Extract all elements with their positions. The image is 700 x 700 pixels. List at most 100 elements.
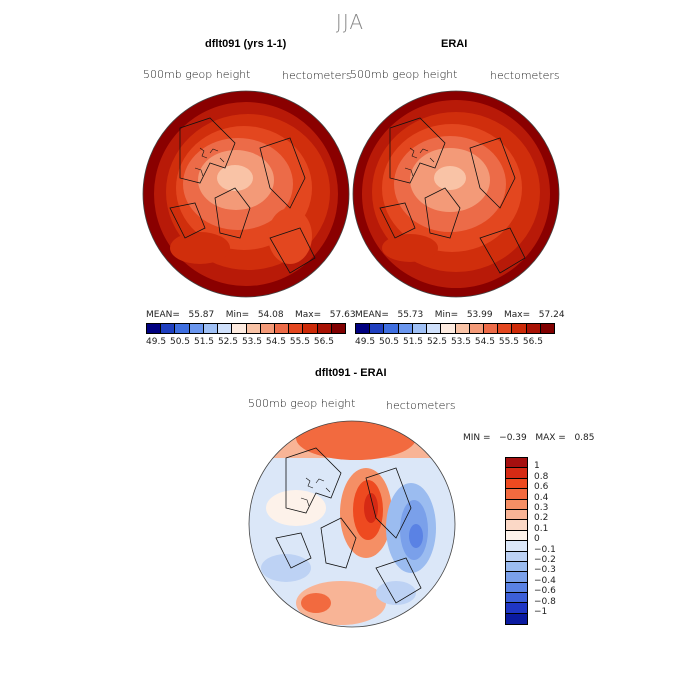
colorbar-tick-label: −0.6 [534, 586, 556, 597]
colorbar-tick-label: 0.6 [534, 482, 549, 493]
season-title: JJA [335, 10, 365, 34]
model-mean-value: 55.87 [188, 310, 215, 320]
colorbar-tick-label: 0.4 [534, 492, 549, 503]
colorbar-tick-label: 49.5 [355, 337, 376, 347]
obs-units-label: hectometers [490, 69, 560, 82]
colorbar-tick-label: −0.3 [534, 565, 556, 576]
colorbar-swatch [441, 324, 456, 333]
colorbar-swatch [303, 324, 318, 333]
model-variable-label: 500mb geop height [143, 68, 251, 81]
colorbar-swatch [506, 551, 527, 562]
model-panel-title: dflt091 (yrs 1-1) [205, 38, 287, 50]
colorbar-tick-label: 0.3 [534, 503, 549, 513]
colorbar-tick-label: 52.5 [217, 337, 238, 347]
colorbar-swatch [506, 582, 527, 594]
colorbar-swatch [331, 324, 346, 333]
colorbar-tick-label: 54.5 [265, 337, 286, 347]
colorbar-tick-label: −0.1 [534, 544, 556, 555]
colorbar-swatch [512, 324, 527, 333]
obs-max-label: Max= [504, 310, 531, 320]
colorbar-tick-label: 53.5 [241, 337, 262, 347]
obs-mean-label: MEAN= [355, 310, 389, 320]
colorbar-swatch [540, 324, 555, 333]
colorbar-tick-label: 56.5 [313, 337, 334, 347]
colorbar-swatch [356, 324, 371, 333]
colorbar-swatch [427, 324, 442, 333]
obs-stats: MEAN= 55.73 Min= 53.99 Max= 57.24 [355, 310, 565, 320]
colorbar-swatch [498, 324, 513, 333]
obs-colorbar-ticks: 49.5 50.5 51.5 52.5 53.5 54.5 55.5 56.5 [355, 337, 543, 347]
obs-min-label: Min= [434, 310, 459, 320]
colorbar-swatch [526, 324, 541, 333]
colorbar-swatch [175, 324, 190, 333]
colorbar-swatch [274, 324, 290, 333]
colorbar-swatch [370, 324, 385, 333]
diff-max-value: 0.85 [574, 433, 595, 443]
colorbar-swatch [506, 613, 527, 625]
colorbar-tick-label: 55.5 [289, 337, 310, 347]
colorbar-swatch [203, 324, 219, 333]
colorbar-tick-label: 0.8 [534, 471, 549, 482]
model-min-label: Min= [225, 310, 250, 320]
colorbar-tick-label: 0.1 [534, 523, 549, 534]
colorbar-swatch [398, 324, 413, 333]
colorbar-swatch [506, 458, 527, 469]
model-colorbar [146, 323, 346, 334]
colorbar-tick-label: 50.5 [169, 337, 191, 347]
colorbar-tick-label: 0 [534, 534, 540, 545]
diff-variable-label: 500mb geop height [248, 397, 356, 410]
model-units-label: hectometers [282, 69, 352, 82]
obs-colorbar [355, 323, 555, 334]
model-colorbar-ticks: 49.5 50.5 51.5 52.5 53.5 54.5 55.5 56.5 [146, 337, 334, 347]
diff-min-value: −0.39 [499, 433, 527, 443]
model-stats: MEAN= 55.87 Min= 54.08 Max= 57.63 [146, 310, 356, 320]
colorbar-swatch [506, 593, 527, 604]
colorbar-swatch [506, 520, 527, 531]
model-min-value: 54.08 [257, 310, 284, 320]
colorbar-swatch [506, 499, 527, 510]
model-max-value: 57.63 [329, 310, 356, 320]
colorbar-swatch [506, 478, 527, 490]
colorbar-swatch [455, 324, 470, 333]
colorbar-tick-label: −0.8 [534, 596, 556, 607]
colorbar-swatch [506, 489, 527, 500]
diff-stats: MIN = −0.39 MAX = 0.85 [463, 433, 594, 443]
colorbar-swatch [246, 324, 261, 333]
colorbar-swatch [260, 324, 275, 333]
diff-colorbar [505, 457, 528, 626]
colorbar-tick-label: 0.2 [534, 513, 549, 524]
model-max-label: Max= [295, 310, 322, 320]
diff-units-label: hectometers [386, 399, 456, 412]
colorbar-swatch [506, 603, 527, 614]
diff-min-label: MIN = [463, 433, 491, 443]
model-polar-map [142, 90, 350, 298]
colorbar-swatch [506, 530, 527, 542]
colorbar-swatch [289, 324, 304, 333]
colorbar-tick-label: 1 [534, 461, 540, 472]
colorbar-swatch [218, 324, 233, 333]
colorbar-tick-label: 54.5 [474, 337, 495, 347]
obs-variable-label: 500mb geop height [350, 68, 458, 81]
colorbar-tick-label: 49.5 [146, 337, 167, 347]
obs-min-value: 53.99 [466, 310, 493, 320]
colorbar-swatch [232, 324, 247, 333]
colorbar-swatch [161, 324, 176, 333]
colorbar-tick-label: 51.5 [402, 337, 424, 347]
obs-panel-title: ERAI [441, 38, 468, 50]
colorbar-swatch [469, 324, 484, 333]
colorbar-swatch [506, 541, 527, 552]
colorbar-swatch [506, 572, 527, 583]
obs-polar-map [352, 90, 560, 298]
diff-polar-map [248, 420, 456, 628]
colorbar-tick-label: 50.5 [378, 337, 400, 347]
diff-panel-title: dflt091 - ERAI [315, 367, 387, 379]
diff-max-label: MAX = [535, 433, 566, 443]
colorbar-tick-label: 53.5 [450, 337, 471, 347]
colorbar-swatch [506, 468, 527, 479]
colorbar-tick-label: 51.5 [193, 337, 215, 347]
colorbar-swatch [384, 324, 399, 333]
colorbar-swatch [412, 324, 428, 333]
colorbar-tick-label: −1 [534, 607, 548, 617]
colorbar-tick-label: −0.2 [534, 555, 556, 565]
colorbar-swatch [189, 324, 204, 333]
